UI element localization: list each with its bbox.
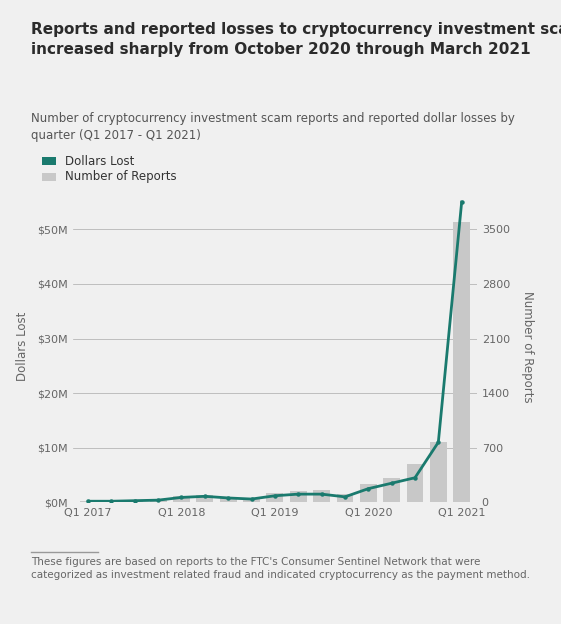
Bar	[196, 494, 213, 502]
Bar	[126, 500, 143, 502]
Bar	[313, 490, 330, 502]
Bar	[290, 490, 307, 502]
Bar	[243, 498, 260, 502]
Bar	[173, 496, 190, 502]
Text: Reports and reported losses to cryptocurrency investment scams
increased sharply: Reports and reported losses to cryptocur…	[31, 22, 561, 57]
Text: Number of cryptocurrency investment scam reports and reported dollar losses by
q: Number of cryptocurrency investment scam…	[31, 112, 515, 142]
Y-axis label: Dollars Lost: Dollars Lost	[16, 311, 29, 381]
Bar	[266, 493, 283, 502]
Bar	[360, 484, 376, 502]
Bar	[150, 499, 167, 502]
Text: Number of Reports: Number of Reports	[65, 170, 176, 183]
Text: These figures are based on reports to the FTC's Consumer Sentinel Network that w: These figures are based on reports to th…	[31, 557, 530, 580]
Bar	[407, 464, 424, 502]
Y-axis label: Number of Reports: Number of Reports	[521, 291, 534, 402]
Bar	[80, 500, 96, 502]
Bar	[383, 478, 400, 502]
Bar	[337, 494, 353, 502]
Bar	[103, 500, 120, 502]
Bar	[430, 442, 447, 502]
Bar	[453, 222, 470, 502]
Bar	[220, 497, 237, 502]
Text: Dollars Lost: Dollars Lost	[65, 155, 134, 168]
